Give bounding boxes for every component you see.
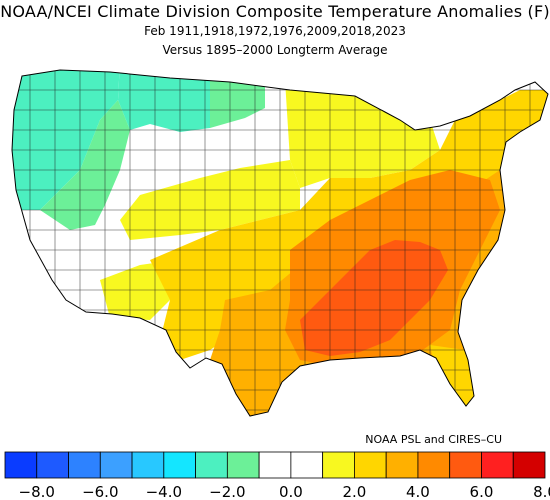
- colorbar-bin: [385, 451, 419, 479]
- map-subtitle-years: Feb 1911,1918,1972,1976,2009,2018,2023: [144, 24, 406, 38]
- colorbar-bin: [449, 451, 482, 479]
- division-boundaries: [12, 70, 548, 416]
- colorbar-bin: [258, 451, 292, 479]
- us-climate-division-map: [11, 69, 549, 417]
- region-interior-northwest: [40, 100, 130, 230]
- colorbar-tick-label: 6.0: [470, 483, 494, 500]
- region-upper-midwest: [285, 80, 440, 188]
- map-subtitle-baseline: Versus 1895–2000 Longterm Average: [162, 43, 388, 57]
- region-montana-cool: [118, 70, 210, 132]
- colorbar-bin: [512, 451, 546, 479]
- colorbar-bin: [36, 451, 69, 479]
- colorbar-bin: [163, 451, 196, 479]
- colorbar-bin: [417, 451, 451, 479]
- colorbar-bin: [290, 451, 324, 479]
- colorbar-bin: [322, 451, 355, 479]
- colorbar-tick-label: 2.0: [342, 483, 366, 500]
- colorbar-tick-label: −2.0: [209, 483, 245, 500]
- colorbar-bin: [131, 451, 165, 479]
- colorbar-bin: [195, 451, 228, 479]
- colorbar-tick-label: 8.0: [533, 483, 550, 500]
- colorbar-bin: [99, 451, 133, 479]
- map-title: NOAA/NCEI Climate Division Composite Tem…: [0, 2, 550, 21]
- colorbar-tick-label: −4.0: [146, 483, 182, 500]
- colorbar-bin: [354, 451, 387, 479]
- colorbar-bin: [68, 451, 101, 479]
- colorbar-bin: [4, 451, 38, 479]
- colorbar-bin: [226, 451, 260, 479]
- colorbar-bin: [481, 451, 514, 479]
- colorbar-tick-label: −6.0: [82, 483, 118, 500]
- credit-label: NOAA PSL and CIRES–CU: [365, 433, 502, 446]
- colorbar-tick-label: −8.0: [19, 483, 55, 500]
- colorbar-tick-label: 4.0: [406, 483, 430, 500]
- colorbar-tick-label: 0.0: [279, 483, 303, 500]
- region-red-orange-core: [300, 240, 448, 356]
- colorbar-legend: −8.0 −6.0 −4.0 −2.0 0.0 2.0 4.0 6.0 8.0: [4, 451, 550, 500]
